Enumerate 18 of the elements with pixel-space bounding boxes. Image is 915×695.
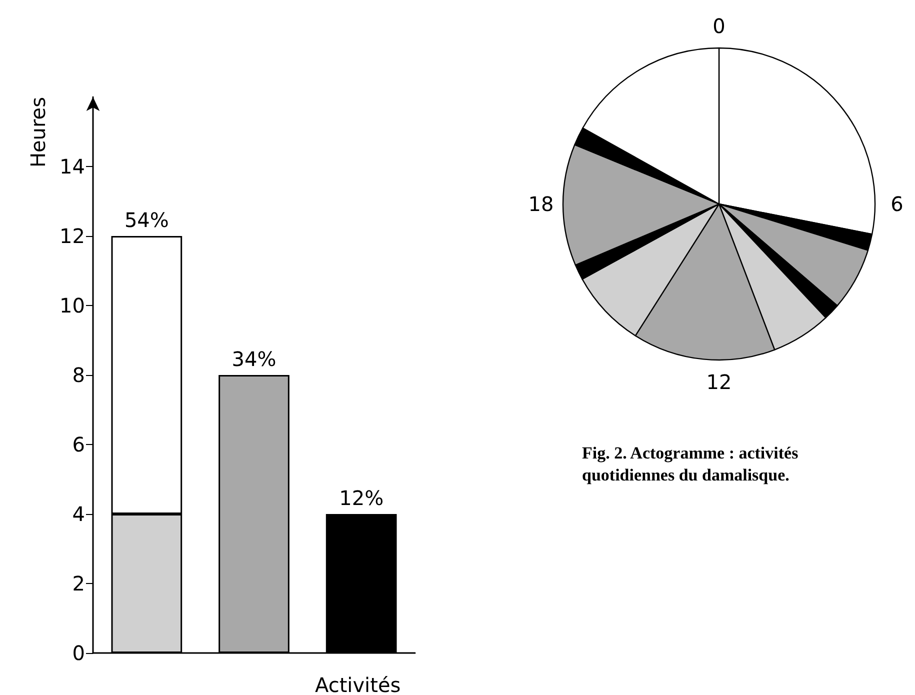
text: 0 [712,14,726,38]
y-tick-label: 10 [60,294,85,318]
annotation: 12% [339,486,384,510]
y-tick-label: 2 [72,572,85,596]
annotation: 34% [232,347,276,371]
y-tick-label: 14 [60,154,85,178]
y-tick-label: 12 [60,224,85,248]
y-tick-label: 4 [72,502,85,526]
y-tick-label: 8 [72,363,85,387]
caption: Fig. 2. Actogramme : activités quotidiennes du damalisque. [582,444,802,484]
annotation: 54% [124,208,169,232]
y-tick-label: 6 [72,432,85,456]
text: 12 [706,370,732,394]
y-axis-title: Heures [26,97,50,168]
text: 18 [528,192,554,216]
x-axis-title: Activités [315,673,401,695]
y-tick-label: 0 [72,641,85,665]
text: 6 [890,192,904,216]
